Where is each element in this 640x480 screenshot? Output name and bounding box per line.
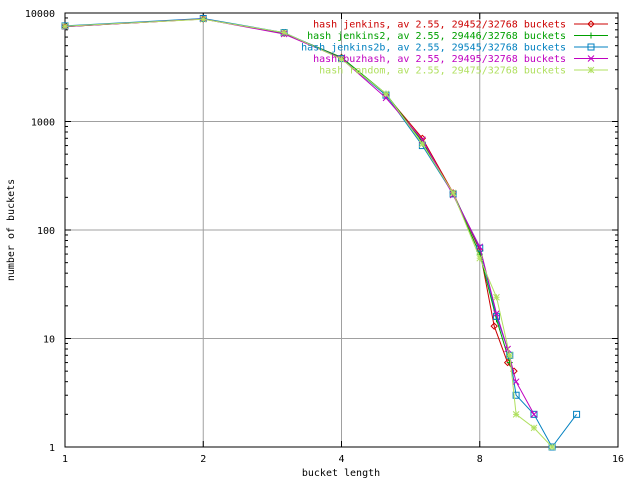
data-point <box>504 345 511 353</box>
data-point <box>61 22 69 30</box>
x-tick-label: 1 <box>62 454 68 465</box>
series-group <box>61 14 581 451</box>
legend-label: hash jenkins2b, av 2.55, 29545/32768 buc… <box>301 43 566 54</box>
data-point <box>419 140 426 148</box>
data-point <box>512 410 520 418</box>
x-tick-label: 4 <box>338 454 344 465</box>
series-line <box>64 17 578 448</box>
y-tick-label: 1 <box>49 443 55 454</box>
data-point <box>199 15 207 23</box>
legend-marker <box>587 55 595 62</box>
data-point <box>512 391 520 399</box>
y-tick-label: 10000 <box>25 9 55 20</box>
legend-label: hash jenkins2, av 2.55, 29446/32768 buck… <box>307 31 566 42</box>
y-tick-label: 1000 <box>31 118 55 129</box>
legend: hash jenkins, av 2.55, 29452/32768 bucke… <box>301 20 608 77</box>
data-point <box>338 55 345 63</box>
data-point <box>512 378 520 386</box>
data-point <box>573 410 581 418</box>
x-tick-label: 16 <box>612 454 624 465</box>
series-line <box>64 18 553 448</box>
axis-ticks: 1 2 4 8 16 1 10 100 1000 10000 <box>25 9 624 465</box>
y-tick-label: 10 <box>43 335 55 346</box>
grid <box>65 13 618 447</box>
legend-label: hash random, av 2.55, 29475/32768 bucket… <box>319 66 566 77</box>
data-point <box>382 90 390 98</box>
data-point <box>280 29 288 36</box>
data-point <box>530 410 538 418</box>
series-5 <box>61 15 556 451</box>
x-axis-label: bucket length <box>302 468 380 479</box>
legend-marker <box>587 66 595 74</box>
legend-label: hash buzhash, av 2.55, 29495/32768 bucke… <box>313 54 566 65</box>
y-tick-label: 100 <box>37 226 55 237</box>
data-point <box>476 254 484 262</box>
data-point <box>493 293 500 301</box>
legend-label: hash jenkins, av 2.55, 29452/32768 bucke… <box>313 20 566 31</box>
data-point <box>476 243 484 251</box>
x-tick-label: 2 <box>200 454 206 465</box>
data-point <box>530 410 538 418</box>
series-3 <box>61 14 581 451</box>
data-point <box>493 310 500 317</box>
data-point <box>530 424 538 432</box>
data-point <box>490 322 498 330</box>
data-point <box>449 189 457 197</box>
data-point <box>506 359 513 366</box>
data-point <box>548 443 556 451</box>
y-axis-label: number of buckets <box>6 179 17 281</box>
x-tick-label: 8 <box>477 454 483 465</box>
legend-marker <box>587 43 595 51</box>
legend-marker <box>588 32 594 39</box>
legend-marker <box>587 20 595 28</box>
data-point <box>506 351 514 359</box>
data-point <box>476 244 484 252</box>
